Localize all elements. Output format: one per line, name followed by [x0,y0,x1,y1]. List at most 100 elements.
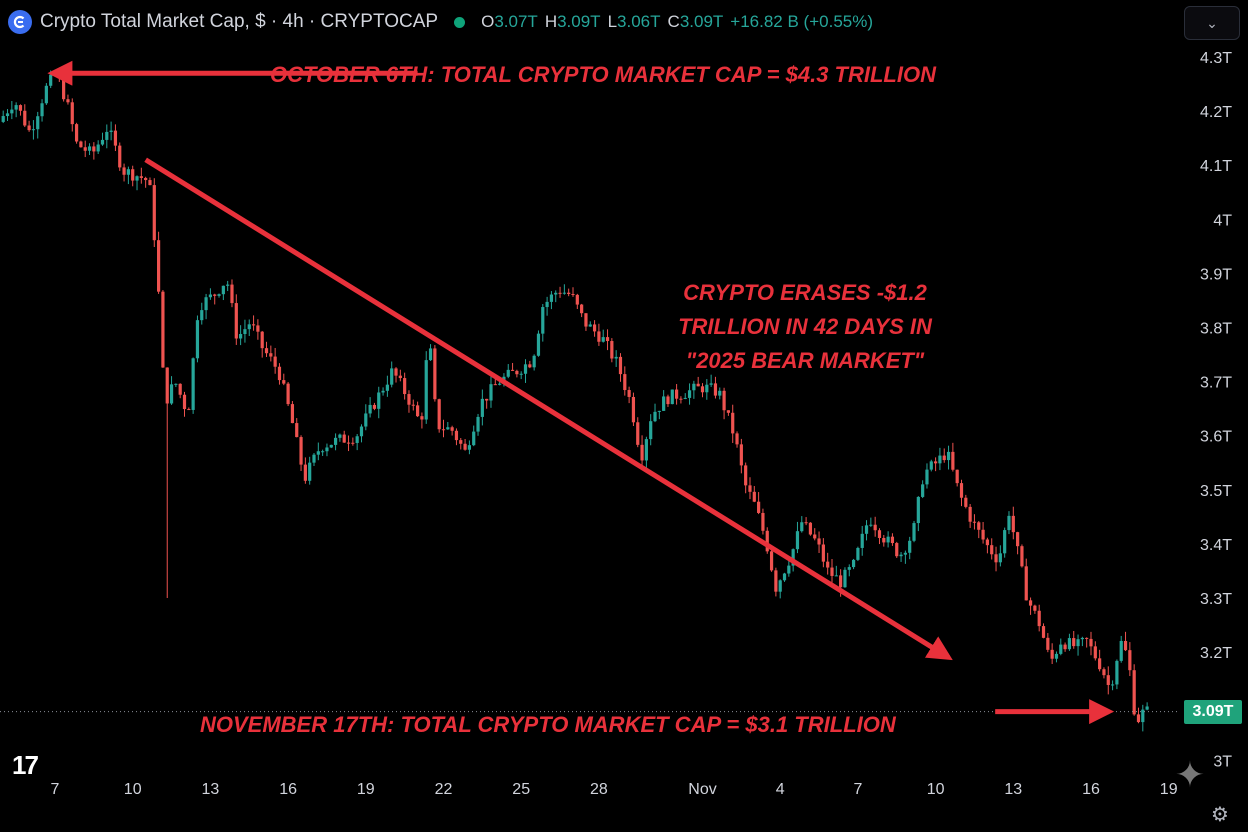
candle[interactable] [277,366,282,381]
candle[interactable] [787,565,791,574]
candle[interactable] [454,430,459,441]
candle[interactable] [230,284,234,304]
candle[interactable] [169,384,174,404]
candle[interactable] [385,384,389,391]
candle[interactable] [761,512,765,531]
candle[interactable] [1063,644,1067,650]
candle[interactable] [416,405,420,417]
candle[interactable] [1098,658,1102,670]
candle[interactable] [113,130,118,146]
candle[interactable] [795,531,800,550]
candle[interactable] [1072,638,1076,647]
candle[interactable] [662,396,666,411]
candle[interactable] [696,383,700,387]
candle[interactable] [27,125,31,131]
candle[interactable] [308,462,312,481]
candle[interactable] [467,445,471,450]
candle[interactable] [14,105,18,110]
candle[interactable] [498,383,502,385]
candle[interactable] [321,451,325,453]
candle[interactable] [381,390,385,393]
candle[interactable] [839,575,843,588]
candle[interactable] [545,301,549,308]
candle[interactable] [295,423,299,438]
candle[interactable] [226,284,230,286]
candle[interactable] [860,533,864,548]
candle[interactable] [1136,714,1141,723]
candle[interactable] [1011,515,1015,533]
candle[interactable] [480,398,484,417]
candle[interactable] [489,384,493,401]
candle[interactable] [903,552,907,555]
candle[interactable] [364,413,368,427]
candle[interactable] [506,369,510,377]
candle[interactable] [899,554,903,557]
candle[interactable] [411,404,415,406]
candle[interactable] [718,390,722,396]
candle[interactable] [290,404,295,424]
candle[interactable] [700,386,705,393]
candle[interactable] [303,464,307,481]
candle[interactable] [446,427,450,430]
candle[interactable] [174,383,178,385]
collapse-button[interactable]: ⌄ [1184,6,1240,40]
candle[interactable] [135,176,139,181]
candle[interactable] [1093,646,1097,659]
candle[interactable] [605,337,610,342]
candle[interactable] [679,398,683,400]
candle[interactable] [1106,675,1110,685]
candle[interactable] [1128,650,1132,671]
candle[interactable] [882,537,886,543]
symbol-title[interactable]: Crypto Total Market Cap, $ · 4h · CRYPTO… [40,11,439,32]
candle[interactable] [187,409,191,411]
candle[interactable] [79,141,83,148]
candle[interactable] [985,539,989,546]
candle[interactable] [549,294,554,302]
candle[interactable] [627,390,631,397]
candle[interactable] [757,501,761,513]
candle[interactable] [1046,637,1050,650]
candle[interactable] [1003,530,1007,554]
candle[interactable] [675,389,679,399]
candle[interactable] [139,176,143,178]
candle[interactable] [744,465,748,486]
candle[interactable] [623,374,627,391]
candle[interactable] [575,294,579,305]
candle[interactable] [351,442,355,444]
candle[interactable] [441,429,446,431]
candle[interactable] [368,404,372,414]
candle[interactable] [705,384,709,393]
candle[interactable] [1020,546,1024,567]
candle[interactable] [519,373,523,375]
candle[interactable] [981,529,985,540]
candle[interactable] [713,383,718,396]
candle[interactable] [333,437,338,445]
candle[interactable] [735,433,739,445]
candle[interactable] [523,364,528,374]
candle[interactable] [977,522,981,530]
candle[interactable] [644,439,648,461]
candle[interactable] [938,455,942,464]
candle[interactable] [273,356,277,367]
candle[interactable] [653,411,657,422]
candle[interactable] [765,530,769,552]
candle[interactable] [312,454,316,463]
candle[interactable] [912,523,916,541]
candle[interactable] [946,451,951,461]
candle[interactable] [856,547,860,560]
candle[interactable] [144,177,148,181]
candle[interactable] [601,337,605,342]
candle[interactable] [428,348,433,361]
candle[interactable] [1110,684,1115,686]
candle[interactable] [251,324,256,326]
candle[interactable] [804,522,808,524]
candle[interactable] [769,551,774,571]
candle[interactable] [493,384,497,386]
candle[interactable] [536,333,541,356]
candle[interactable] [74,124,79,142]
candle[interactable] [1119,640,1123,661]
candle[interactable] [934,461,938,464]
candle[interactable] [122,167,126,175]
candle[interactable] [1080,637,1084,640]
candle[interactable] [528,364,532,368]
